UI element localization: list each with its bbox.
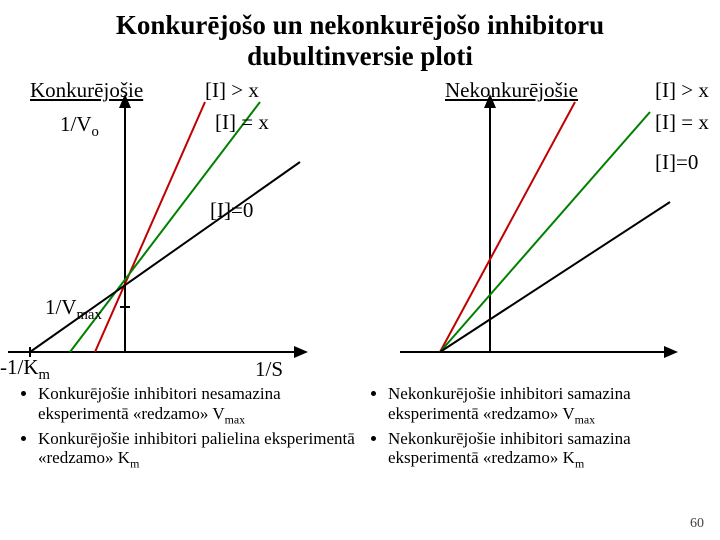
bullets-left: Konkurējošie inhibitori nesamazina ekspe…: [10, 384, 360, 473]
right-heading: Nekonkurējošie: [445, 78, 578, 103]
right-label-eq: [I] = x: [655, 110, 709, 135]
right-label-zero: [I]=0: [655, 150, 698, 175]
left-line-red: [95, 102, 205, 352]
bullet-right-2: Nekonkurējošie inhibitori samazina ekspe…: [388, 429, 710, 472]
slide-title: Konkurējošo un nekonkurējošo inhibitoru …: [0, 0, 720, 72]
left-heading: Konkurējošie: [30, 78, 143, 103]
left-label-gt: [I] > x: [205, 78, 259, 103]
right-line-black: [440, 202, 670, 352]
left-intercept-label: 1/Vmax: [45, 295, 102, 324]
right-plot: [400, 94, 678, 358]
slide-number: 60: [690, 516, 704, 532]
left-label-eq: [I] = x: [215, 110, 269, 135]
right-line-red: [440, 102, 575, 352]
plots-area: Konkurējošie 1/Vo 1/Vmax -1/Km 1/S [I] >…: [0, 72, 720, 382]
bullet-right-1: Nekonkurējošie inhibitori samazina ekspe…: [388, 384, 710, 427]
right-line-green: [440, 112, 650, 352]
left-y-label: 1/Vo: [60, 112, 99, 141]
plots-svg: [0, 72, 720, 382]
bullets-right: Nekonkurējošie inhibitori samazina ekspe…: [360, 384, 710, 473]
bullet-left-1: Konkurējošie inhibitori nesamazina ekspe…: [38, 384, 360, 427]
left-km-label: -1/Km: [0, 355, 50, 384]
left-label-zero: [I]=0: [210, 198, 253, 223]
right-label-gt: [I] > x: [655, 78, 709, 103]
bullets-row: Konkurējošie inhibitori nesamazina ekspe…: [0, 382, 720, 473]
left-x-label: 1/S: [255, 357, 283, 382]
title-line1: Konkurējošo un nekonkurējošo inhibitoru: [116, 10, 604, 40]
title-line2: dubultinversie ploti: [247, 41, 473, 71]
bullet-left-2: Konkurējošie inhibitori palielina eksper…: [38, 429, 360, 472]
